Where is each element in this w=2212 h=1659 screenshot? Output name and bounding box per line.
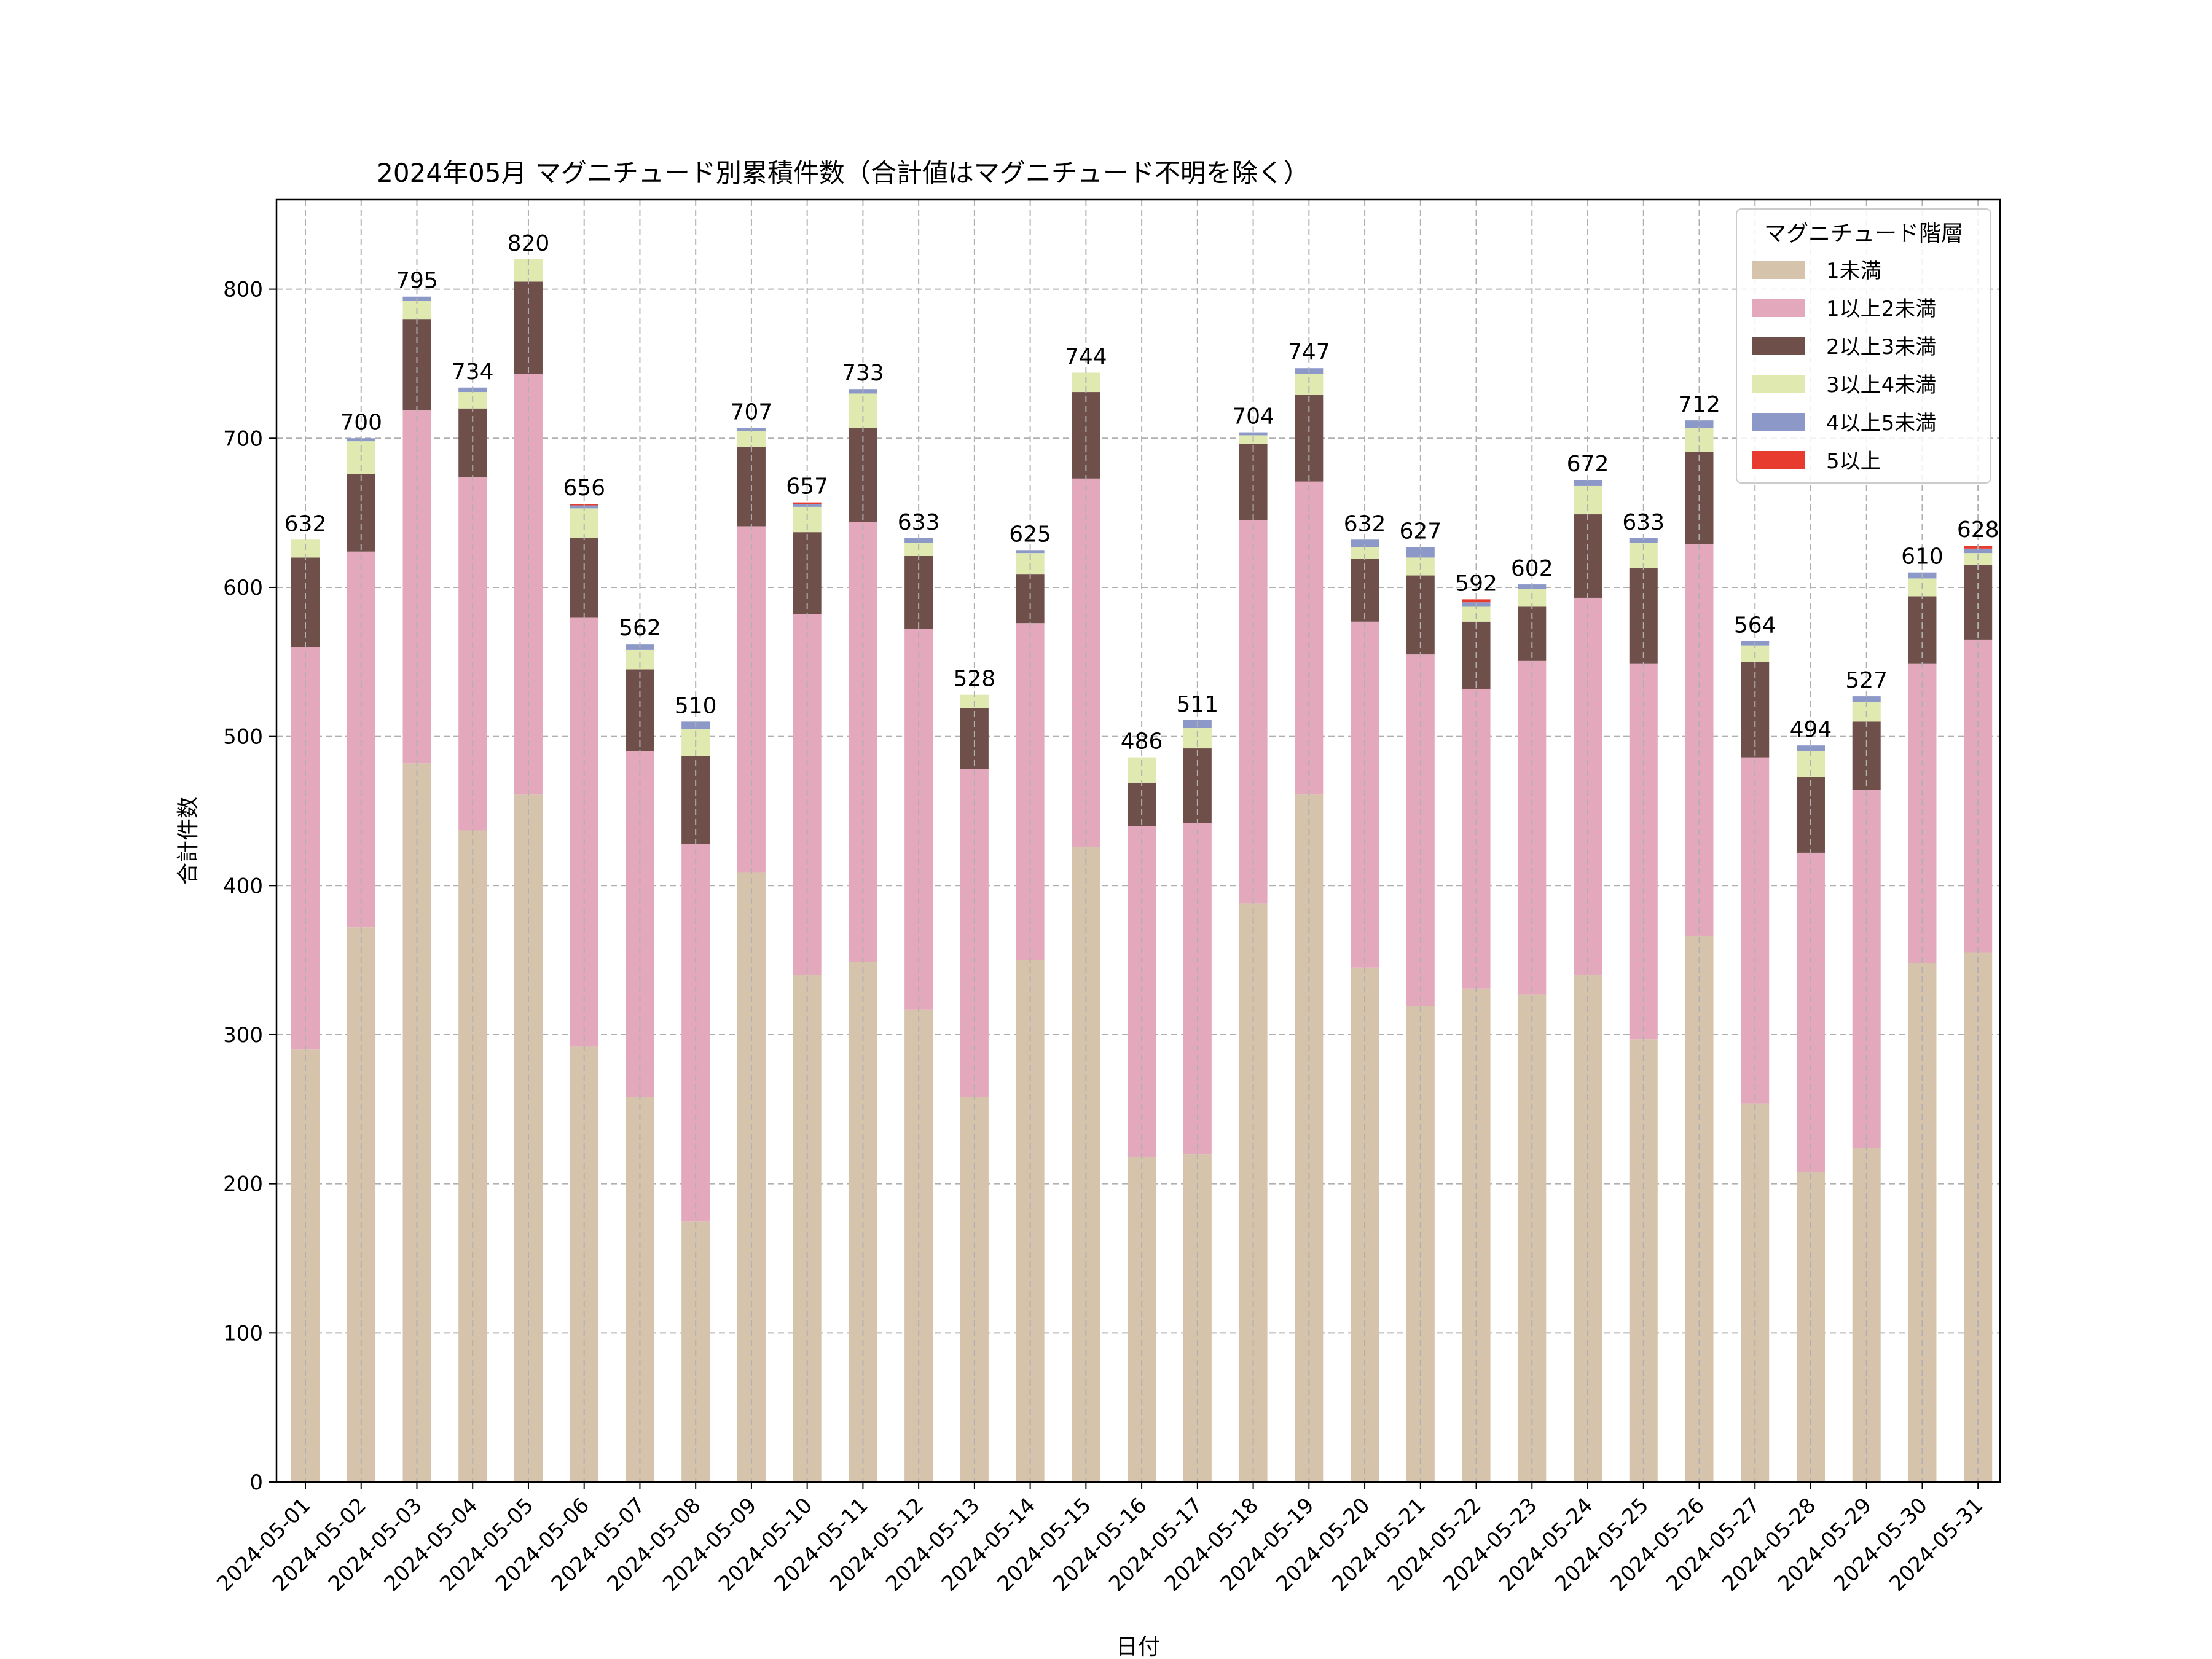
legend-swatch — [1752, 413, 1805, 431]
bar-segment — [1406, 547, 1435, 558]
total-label: 562 — [619, 616, 661, 641]
bar-segment — [1351, 539, 1379, 547]
legend-label: 1以上2未満 — [1826, 297, 1936, 321]
bar-segment — [1852, 696, 1881, 702]
bar-segment — [904, 538, 933, 543]
total-label: 528 — [954, 667, 996, 692]
total-label: 707 — [731, 399, 773, 425]
total-label: 656 — [563, 476, 605, 501]
bar-segment — [402, 319, 431, 410]
total-label: 700 — [340, 410, 382, 435]
bar-segment — [793, 502, 822, 504]
chart-title: 2024年05月 マグニチュード別累積件数（合計値はマグニチュード不明を除く） — [377, 158, 1309, 188]
total-label: 628 — [1957, 517, 1999, 543]
bar-segment — [626, 1097, 654, 1482]
total-label: 510 — [675, 693, 717, 718]
bar-segment — [1462, 599, 1491, 603]
legend-swatch — [1752, 337, 1805, 355]
legend-items: 1未満 1以上2未満 2以上3未満 3以上4未満 4以上5未満 5以上 — [1752, 259, 1936, 474]
bar-segment — [1518, 660, 1547, 995]
total-labels: 632 700 795 734 820 656 562 510 707 657 733 633 528 6… — [284, 231, 1999, 755]
bar-group-2024-05-08 — [681, 721, 710, 1482]
bar-group-2024-05-07 — [626, 644, 654, 1482]
total-label: 672 — [1567, 452, 1609, 477]
bar-segment — [960, 708, 989, 770]
bar-segment — [1574, 480, 1602, 486]
y-tick-label: 500 — [223, 725, 263, 750]
plot-frame — [275, 198, 2001, 1483]
bar-group-2024-05-23 — [1518, 584, 1547, 1482]
bar-segment — [1796, 745, 1825, 751]
bar-segment — [1351, 547, 1379, 559]
bar-segment — [570, 508, 598, 538]
total-label: 632 — [1344, 511, 1386, 536]
total-label: 602 — [1511, 556, 1553, 581]
legend-label: 4以上5未満 — [1826, 411, 1936, 436]
bar-segment — [291, 557, 320, 648]
x-axis-label: 日付 — [1116, 1634, 1160, 1659]
legend-label: 1未満 — [1826, 259, 1881, 283]
total-label: 632 — [284, 511, 327, 536]
y-tick-label: 600 — [223, 576, 263, 600]
total-label: 627 — [1399, 519, 1441, 544]
bar-segment — [1964, 548, 1993, 554]
total-label: 494 — [1790, 717, 1832, 742]
total-label: 592 — [1455, 571, 1497, 596]
y-tick-label: 700 — [223, 426, 263, 451]
y-axis-label: 合計件数 — [176, 796, 201, 885]
bar-segment — [1128, 1156, 1156, 1482]
bar-segment — [960, 1097, 989, 1482]
y-tick-label: 800 — [223, 278, 263, 302]
bar-group-2024-05-04 — [458, 387, 487, 1482]
legend: マグニチュード階層 1未満 1以上2未満 2以上3未満 3以上4未満 4以上5未満 5以上 — [1736, 208, 1991, 484]
total-label: 704 — [1232, 404, 1274, 429]
legend-swatch — [1752, 451, 1805, 469]
total-label: 633 — [898, 510, 940, 535]
total-label: 795 — [396, 269, 438, 294]
bar-group-2024-05-11 — [849, 389, 877, 1482]
total-label: 734 — [452, 359, 494, 385]
bar-segment — [1629, 538, 1658, 543]
bar-segment — [1183, 1154, 1212, 1482]
y-tick-label: 200 — [223, 1172, 263, 1197]
total-label: 564 — [1734, 613, 1776, 638]
total-label: 733 — [842, 361, 884, 386]
total-label: 747 — [1288, 340, 1330, 365]
total-label: 486 — [1121, 729, 1163, 755]
legend-title: マグニチュード階層 — [1764, 221, 1963, 246]
legend-label: 3以上4未満 — [1826, 373, 1936, 398]
y-tick-label: 0 — [249, 1470, 263, 1495]
y-axis-ticks: 0 100 200 300 400 500 600 700 800 — [223, 278, 276, 1495]
bar-segment — [1016, 550, 1045, 554]
y-tick-label: 300 — [223, 1023, 263, 1048]
legend-label: 2以上3未満 — [1826, 335, 1936, 359]
bar-segment — [1685, 420, 1714, 428]
bar-segment — [1629, 1039, 1658, 1482]
total-label: 610 — [1901, 544, 1943, 570]
total-label: 511 — [1176, 692, 1218, 717]
total-label: 744 — [1065, 345, 1107, 370]
legend-swatch — [1752, 375, 1805, 393]
bar-segment — [1239, 432, 1268, 436]
total-label: 820 — [508, 231, 550, 256]
total-label: 527 — [1845, 668, 1888, 693]
bar-group-2024-05-10 — [793, 502, 822, 1482]
legend-swatch — [1752, 299, 1805, 317]
total-label: 657 — [786, 474, 828, 500]
total-label: 712 — [1678, 392, 1720, 417]
total-label: 625 — [1009, 522, 1051, 547]
y-tick-label: 400 — [223, 874, 263, 898]
total-label: 633 — [1622, 510, 1665, 535]
y-tick-label: 100 — [223, 1321, 263, 1346]
legend-label: 5以上 — [1826, 449, 1881, 474]
legend-swatch — [1752, 261, 1805, 279]
